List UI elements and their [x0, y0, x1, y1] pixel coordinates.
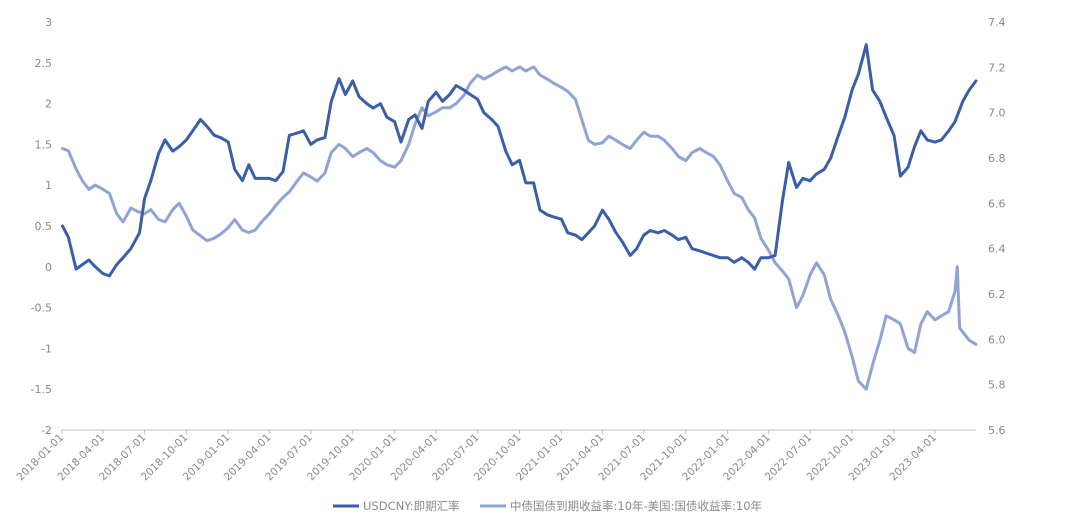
- series-line-1: [61, 65, 978, 391]
- y-left-tick-label: 3: [45, 16, 52, 29]
- y-right-tick-label: 6.6: [988, 197, 1006, 210]
- legend-label-0: USDCNY:即期汇率: [363, 499, 460, 513]
- axes-layer: -2 -1.5 -1 -0.5 0 0.5 1 1.5 2 2.5 3 5.6 5.8 6.0 6.2 6.4…: [14, 16, 1005, 483]
- y-right-tick-label: 6.8: [988, 152, 1006, 165]
- series-line-0: [61, 43, 978, 278]
- y-left-tick-label: -2: [41, 424, 52, 437]
- y-left-tick-label: -1: [41, 342, 52, 355]
- y-left-tick-label: 0.5: [35, 220, 53, 233]
- series-layer: [61, 43, 978, 391]
- y-right-tick-label: 6.2: [988, 288, 1006, 301]
- y-left-tick-label: 0: [45, 261, 52, 274]
- y-left-tick-label: 1.5: [35, 138, 53, 151]
- y-left-tick-label: 2.5: [35, 57, 53, 70]
- y-left-tick-label: 2: [45, 98, 52, 111]
- y-left-tick-label: -1.5: [31, 383, 52, 396]
- y-right-tick-label: 5.6: [988, 424, 1006, 437]
- y-right-tick-label: 6.0: [988, 333, 1006, 346]
- legend: USDCNY:即期汇率 中债国债到期收益率:10年-美国:国债收益率:10年: [333, 499, 762, 513]
- y-left-tick-label: 1: [45, 179, 52, 192]
- y-right-tick-label: 5.8: [988, 379, 1006, 392]
- y-right-tick-label: 6.4: [988, 243, 1006, 256]
- y-right-tick-label: 7.0: [988, 107, 1006, 120]
- legend-label-1: 中债国债到期收益率:10年-美国:国债收益率:10年: [510, 499, 762, 513]
- y-right-tick-label: 7.2: [988, 61, 1006, 74]
- y-right-tick-label: 7.4: [988, 16, 1006, 29]
- y-left-tick-label: -0.5: [31, 302, 52, 315]
